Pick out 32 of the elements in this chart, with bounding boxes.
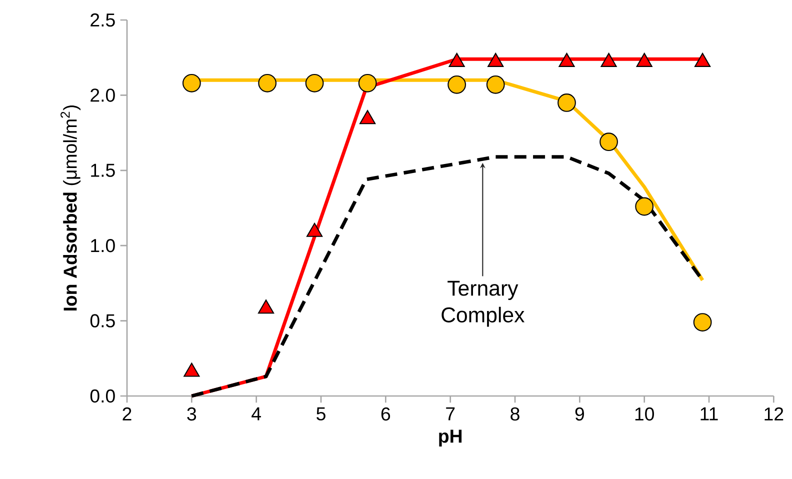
y-axis-title: Ion Adsorbed (μmol/m$^{2}$) — [60, 105, 81, 310]
x-tick-label: 10 — [635, 407, 654, 421]
point — [305, 74, 324, 92]
y-tick-label: 2.0 — [90, 88, 115, 102]
point — [558, 94, 576, 112]
point — [486, 75, 505, 94]
point — [600, 132, 618, 152]
y-tick-label: 1.0 — [91, 238, 115, 252]
point — [448, 75, 466, 94]
point — [358, 74, 377, 92]
x-tick-label: 11 — [700, 407, 718, 420]
y-tick-label: 2.5 — [90, 13, 115, 27]
y-tick-label: 1.5 — [91, 164, 115, 177]
x-tick-label: 7 — [446, 407, 455, 420]
point — [182, 74, 201, 92]
x-tick-label: 6 — [381, 407, 390, 421]
point — [184, 362, 200, 377]
x-tick-label: 8 — [510, 407, 520, 421]
y-tick-label: 0.5 — [90, 314, 115, 328]
x-tick-label: 2 — [122, 407, 132, 420]
x-tick-label: 12 — [764, 407, 784, 420]
x-axis-title: pH — [439, 430, 462, 446]
point — [635, 197, 654, 216]
x-tick-label: 9 — [575, 407, 584, 421]
x-tick-label: 4 — [252, 407, 261, 420]
y-tick-label: 0.0 — [90, 389, 115, 403]
x-tick-label: 3 — [187, 407, 196, 421]
annotation: Ternary Complex — [442, 280, 525, 327]
point — [258, 300, 274, 314]
x-tick-label: 5 — [316, 407, 326, 420]
point — [306, 222, 323, 237]
point — [258, 74, 277, 92]
